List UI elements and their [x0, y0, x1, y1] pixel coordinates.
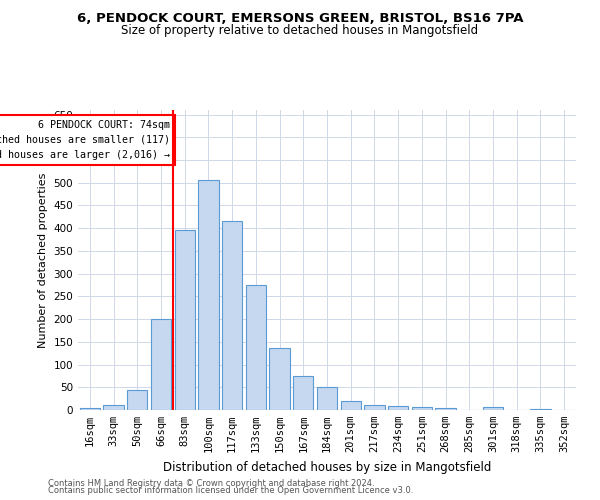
Y-axis label: Number of detached properties: Number of detached properties — [38, 172, 48, 348]
Bar — [127, 390, 148, 410]
Bar — [175, 230, 195, 410]
Bar — [388, 406, 408, 410]
X-axis label: Distribution of detached houses by size in Mangotsfield: Distribution of detached houses by size … — [163, 460, 491, 473]
Bar — [199, 180, 218, 410]
Text: 6, PENDOCK COURT, EMERSONS GREEN, BRISTOL, BS16 7PA: 6, PENDOCK COURT, EMERSONS GREEN, BRISTO… — [77, 12, 523, 26]
Bar — [80, 408, 100, 410]
Text: Size of property relative to detached houses in Mangotsfield: Size of property relative to detached ho… — [121, 24, 479, 37]
Bar — [436, 408, 455, 410]
Bar — [269, 348, 290, 410]
Bar — [483, 408, 503, 410]
Bar — [341, 401, 361, 410]
Bar — [364, 404, 385, 410]
Bar — [246, 285, 266, 410]
Bar — [412, 408, 432, 410]
Bar — [293, 376, 313, 410]
Bar — [317, 387, 337, 410]
Text: 6 PENDOCK COURT: 74sqm
← 5% of detached houses are smaller (117)
94% of semi-det: 6 PENDOCK COURT: 74sqm ← 5% of detached … — [0, 120, 170, 160]
Text: Contains public sector information licensed under the Open Government Licence v3: Contains public sector information licen… — [48, 486, 413, 495]
Bar — [103, 404, 124, 410]
Bar — [530, 409, 551, 410]
Bar — [151, 319, 171, 410]
Text: Contains HM Land Registry data © Crown copyright and database right 2024.: Contains HM Land Registry data © Crown c… — [48, 478, 374, 488]
Bar — [222, 222, 242, 410]
